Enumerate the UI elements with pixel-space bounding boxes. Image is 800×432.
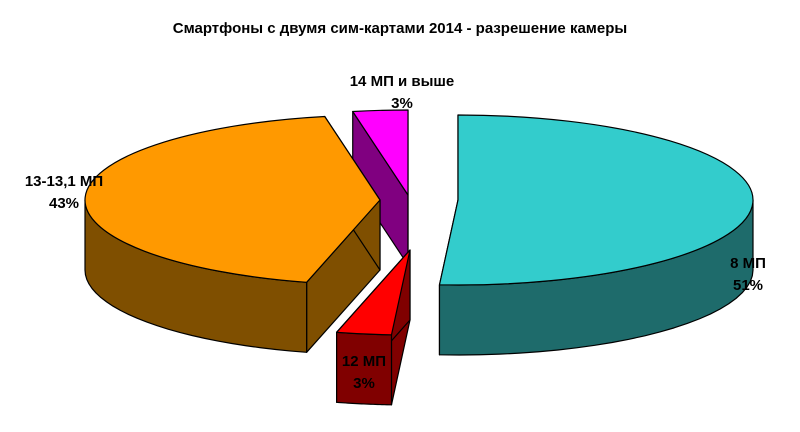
slice-percent-label: 3% [391, 95, 413, 112]
pie-slice [336, 249, 411, 406]
pie-slice [84, 115, 381, 353]
pie-slice-top [438, 114, 754, 286]
chart-title: Смартфоны с двумя сим-картами 2014 - раз… [172, 20, 628, 37]
slice-percent-label: 43% [49, 195, 79, 212]
pie-slice-top [84, 115, 381, 283]
slice-label: 14 МП и выше [350, 73, 455, 90]
pie-slice-top [352, 109, 409, 196]
slice-percent-label: 3% [353, 375, 375, 392]
pie-slice [438, 114, 754, 356]
slice-label: 13-13,1 МП [25, 173, 103, 190]
pie-slice-top [336, 249, 411, 336]
slice-label: 8 МП [730, 255, 766, 272]
slice-percent-label: 51% [733, 277, 763, 294]
slice-label: 12 МП [342, 353, 386, 370]
